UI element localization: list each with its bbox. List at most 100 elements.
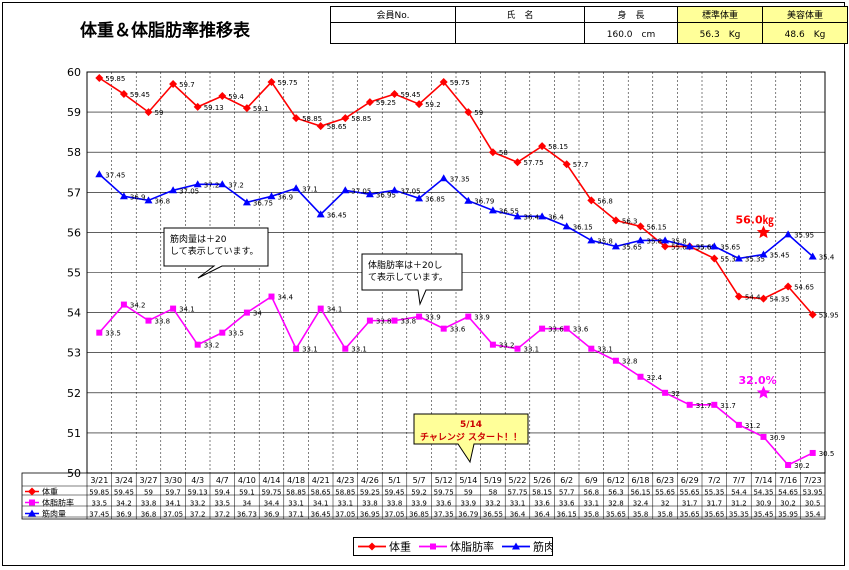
- series-point: [292, 184, 301, 192]
- y-tick-label: 59: [67, 106, 81, 119]
- y-tick-label: 54: [67, 307, 81, 320]
- table-cell: 35.65: [704, 511, 724, 519]
- legend-label: 体重: [389, 540, 411, 554]
- x-tick-label: 3/21: [90, 476, 108, 485]
- table-cell: 33.9: [411, 500, 427, 508]
- table-cell: 37.05: [384, 511, 404, 519]
- series-point: [193, 102, 202, 111]
- data-label: 54.4: [745, 294, 761, 302]
- data-label: 36.4: [524, 213, 540, 221]
- table-cell: 55.65: [655, 489, 675, 497]
- series-point: [735, 421, 742, 428]
- beauty-weight-value[interactable]: 48.6 Kg: [762, 22, 848, 44]
- series-point: [759, 294, 768, 303]
- y-tick-label: 58: [67, 146, 81, 159]
- table-cell: 59.75: [261, 489, 281, 497]
- series-point: [760, 433, 767, 440]
- x-tick-label: 6/29: [681, 476, 699, 485]
- data-label: 37.2: [228, 181, 244, 189]
- table-cell: 36.73: [237, 511, 257, 519]
- table-cell: 36.8: [141, 511, 157, 519]
- y-tick-label: 57: [67, 186, 81, 199]
- data-label: 59: [155, 109, 164, 117]
- table-cell: 59.4: [215, 489, 231, 497]
- data-label: 35.4: [819, 253, 835, 261]
- table-cell: 59.85: [89, 489, 109, 497]
- data-label: 33.2: [204, 342, 220, 350]
- data-label: 36.75: [253, 199, 273, 207]
- data-label: 37.2: [204, 181, 220, 189]
- data-label: 33.8: [401, 318, 417, 326]
- series-point: [612, 357, 619, 364]
- series-point: [662, 389, 669, 396]
- table-cell: 33.1: [288, 500, 304, 508]
- data-label: 56.15: [647, 223, 667, 231]
- series-point: [145, 317, 152, 324]
- table-cell: 33.8: [362, 500, 378, 508]
- y-tick-label: 51: [67, 427, 81, 440]
- series-point: [513, 158, 522, 167]
- standard-weight-value[interactable]: 56.3 Kg: [677, 22, 763, 44]
- table-cell: 31.2: [731, 500, 747, 508]
- table-cell: 59.2: [411, 489, 427, 497]
- series-point: [514, 345, 521, 352]
- series-point: [710, 242, 719, 250]
- legend-marker: [368, 542, 376, 551]
- y-tick-label: 52: [67, 387, 81, 400]
- series-point: [439, 174, 448, 182]
- x-tick-label: 3/30: [164, 476, 182, 485]
- legend-marker: [512, 542, 520, 550]
- data-label: 58.65: [327, 123, 347, 131]
- table-series-marker: [28, 487, 36, 496]
- table-cell: 58.85: [286, 489, 306, 497]
- table-cell: 31.7: [682, 500, 698, 508]
- series-point: [390, 90, 399, 99]
- legend-label: 体脂肪率: [450, 540, 494, 554]
- table-cell: 34.1: [313, 500, 329, 508]
- table-series-name: 体重: [42, 487, 58, 497]
- series-point: [316, 122, 325, 131]
- data-label: 59: [474, 109, 483, 117]
- data-label: 33.1: [351, 346, 367, 354]
- data-label: 33.5: [105, 330, 121, 338]
- series-point: [219, 329, 226, 336]
- data-label: 32.8: [622, 358, 638, 366]
- series-point: [809, 449, 816, 456]
- data-label: 32.4: [647, 374, 663, 382]
- x-tick-label: 7/23: [804, 476, 822, 485]
- table-cell: 33.6: [436, 500, 452, 508]
- table-cell: 33.5: [215, 500, 231, 508]
- series-point: [808, 252, 817, 260]
- series-point: [710, 254, 719, 263]
- data-label: 56.8: [597, 197, 613, 205]
- data-label: 59.75: [278, 79, 298, 87]
- data-label: 54.35: [770, 296, 790, 304]
- series-point: [170, 305, 177, 312]
- data-label: 33.9: [425, 314, 441, 322]
- series-point: [341, 186, 350, 194]
- callout-text: 筋肉量は＋20: [170, 233, 227, 245]
- table-cell: 37.45: [89, 511, 109, 519]
- table-cell: 34: [242, 500, 251, 508]
- series-point: [562, 160, 571, 169]
- series-point: [734, 254, 743, 262]
- table-cell: 56.8: [584, 489, 600, 497]
- data-label: 35.65: [696, 243, 716, 251]
- table-cell: 32.8: [608, 500, 624, 508]
- data-label: 36.9: [130, 193, 146, 201]
- x-tick-label: 4/3: [191, 476, 204, 485]
- data-label: 32: [671, 390, 680, 398]
- series-point: [784, 282, 793, 291]
- table-cell: 33.1: [510, 500, 526, 508]
- data-label: 59.4: [228, 93, 244, 101]
- series-point: [734, 292, 743, 301]
- data-label: 59.45: [401, 91, 421, 99]
- table-cell: 34.2: [116, 500, 132, 508]
- data-label: 58.85: [302, 115, 322, 123]
- series-line-0: [98, 77, 814, 316]
- series-point: [465, 313, 472, 320]
- target-weight-label: 56.0㎏: [736, 213, 774, 227]
- table-cell: 35.35: [729, 511, 749, 519]
- table-cell: 35.8: [657, 511, 673, 519]
